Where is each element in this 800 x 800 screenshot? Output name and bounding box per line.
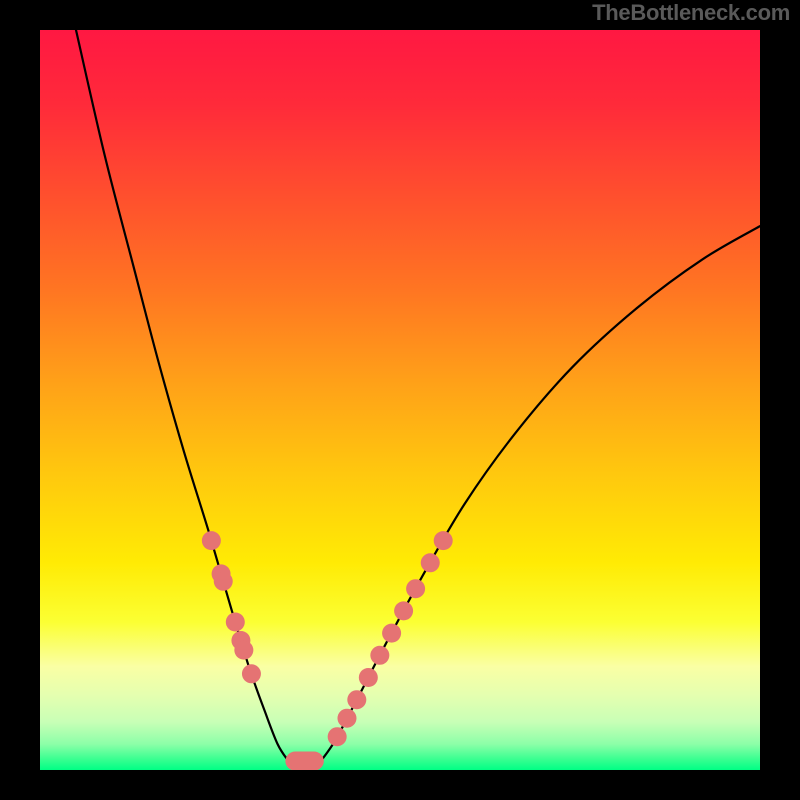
curve-bottom-capsule bbox=[285, 752, 323, 771]
curve-marker bbox=[434, 531, 453, 550]
curve-marker bbox=[226, 613, 245, 632]
curve-marker bbox=[359, 668, 378, 687]
curve-marker bbox=[347, 690, 366, 709]
curve-marker bbox=[382, 624, 401, 643]
gradient-background bbox=[40, 30, 760, 770]
curve-marker bbox=[202, 531, 221, 550]
curve-marker bbox=[234, 641, 253, 660]
curve-marker bbox=[406, 579, 425, 598]
plot-svg bbox=[40, 30, 760, 770]
curve-marker bbox=[242, 664, 261, 683]
curve-marker bbox=[421, 553, 440, 572]
curve-marker bbox=[328, 727, 347, 746]
watermark-text: TheBottleneck.com bbox=[592, 0, 790, 26]
curve-marker bbox=[337, 709, 356, 728]
curve-marker bbox=[394, 601, 413, 620]
curve-marker bbox=[214, 572, 233, 591]
plot-area bbox=[40, 30, 760, 770]
curve-marker bbox=[370, 646, 389, 665]
chart-container: TheBottleneck.com bbox=[0, 0, 800, 800]
